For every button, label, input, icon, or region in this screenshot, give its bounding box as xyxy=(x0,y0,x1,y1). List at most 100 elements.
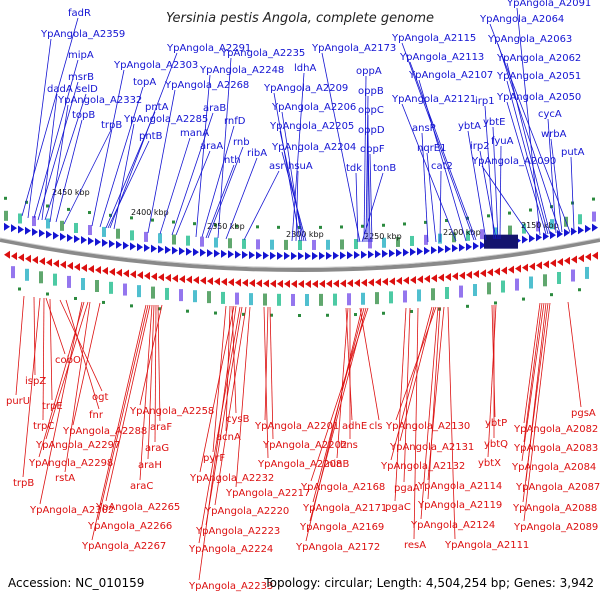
feature-block xyxy=(508,225,512,236)
reverse-cds-arrow xyxy=(466,270,472,279)
forward-cds-arrow xyxy=(214,249,220,258)
reverse-cds-arrow xyxy=(4,250,10,259)
forward-cds-arrow xyxy=(74,234,80,243)
forward-cds-arrow xyxy=(242,250,248,259)
feature-block xyxy=(361,292,365,305)
forward-cds-arrow xyxy=(18,225,24,234)
forward-leader-line xyxy=(484,105,495,240)
forward-gene-label: YpAngola_A2063 xyxy=(487,34,572,45)
reverse-cds-arrow xyxy=(396,276,402,285)
reverse-gene-label: YpAngola_A2119 xyxy=(417,500,502,511)
feature-block xyxy=(270,239,274,250)
forward-gene-label: YpAngola_A2051 xyxy=(496,71,581,82)
reverse-cds-arrow xyxy=(235,278,241,287)
feature-block xyxy=(18,213,22,224)
reverse-cds-arrow xyxy=(18,253,24,262)
feature-block xyxy=(536,221,540,232)
reverse-cds-arrow xyxy=(473,270,479,279)
reverse-cds-arrow xyxy=(494,267,500,276)
track-dot xyxy=(550,293,553,297)
forward-gene-label: oppA xyxy=(356,66,382,77)
feature-block xyxy=(249,293,253,306)
feature-block xyxy=(25,268,29,281)
reverse-leader-line xyxy=(139,304,153,481)
forward-gene-label: irp2 xyxy=(470,141,490,152)
reverse-cds-arrow xyxy=(368,278,374,287)
reverse-gene-label: YpAngola_A2288 xyxy=(62,426,147,437)
reverse-gene-label: YpAngola_A2114 xyxy=(417,481,502,492)
forward-leader-line xyxy=(113,123,135,230)
reverse-gene-label: cls xyxy=(369,421,383,432)
forward-cds-arrow xyxy=(424,246,430,255)
forward-cds-arrow xyxy=(473,242,479,251)
forward-cds-arrow xyxy=(536,233,542,242)
forward-leader-line xyxy=(281,111,303,242)
forward-cds-arrow xyxy=(172,246,178,255)
reverse-cds-arrow xyxy=(340,279,346,288)
reverse-gene-label: trpB xyxy=(13,478,34,489)
feature-block xyxy=(515,278,519,291)
reverse-cds-arrow xyxy=(144,271,150,280)
forward-cds-arrow xyxy=(291,251,297,260)
forward-gene-label: rnfD xyxy=(224,116,246,127)
reverse-leader-line xyxy=(97,304,149,521)
reverse-cds-arrow xyxy=(81,264,87,273)
forward-gene-label: oppD xyxy=(358,125,385,136)
track-dot xyxy=(466,304,469,308)
reverse-gene-label: YpAngola_A2201 xyxy=(254,421,339,432)
reverse-gene-label: YpAngola_A2258 xyxy=(129,406,214,417)
reverse-leader-line xyxy=(263,306,269,459)
feature-block xyxy=(396,236,400,247)
feature-block xyxy=(74,222,78,233)
forward-cds-arrow xyxy=(102,238,108,247)
track-dot xyxy=(235,224,238,228)
reverse-gene-label: YpAngola_A2265 xyxy=(95,502,180,513)
forward-cds-arrow xyxy=(585,224,591,233)
feature-block xyxy=(326,239,330,250)
feature-block xyxy=(501,280,505,293)
forward-gene-label: pntB xyxy=(139,131,163,142)
feature-block xyxy=(452,232,456,243)
reverse-leader-line xyxy=(336,307,349,459)
feature-block xyxy=(466,230,470,241)
reverse-gene-label: YpAngola_A2233 xyxy=(188,581,273,592)
reverse-gene-label: ogt xyxy=(92,392,108,403)
reverse-gene-label: YpAngola_A2124 xyxy=(410,520,495,531)
feature-block xyxy=(578,214,582,225)
forward-gene-label: asr xyxy=(269,161,285,172)
reverse-cds-arrow xyxy=(263,279,269,288)
forward-leader-line xyxy=(107,140,150,229)
forward-cds-arrow xyxy=(319,251,325,260)
feature-block xyxy=(39,271,43,284)
forward-gene-label: manA xyxy=(180,128,209,139)
reverse-gene-label: YpAngola_A2087 xyxy=(515,482,600,493)
reverse-leader-line xyxy=(147,304,155,460)
forward-cds-arrow xyxy=(88,237,94,246)
reverse-cds-arrow xyxy=(270,279,276,288)
reverse-cds-arrow xyxy=(529,262,535,271)
reverse-leader-line xyxy=(487,304,497,458)
reverse-cds-arrow xyxy=(347,279,353,288)
feature-block xyxy=(557,271,561,284)
forward-cds-arrow xyxy=(564,228,570,237)
track-dot xyxy=(186,309,189,313)
reverse-leader-line xyxy=(199,305,235,473)
reverse-cds-arrow xyxy=(39,257,45,266)
track-dot xyxy=(193,222,196,226)
accession-text: Accession: NC_010159 xyxy=(8,576,144,590)
reverse-cds-arrow xyxy=(508,265,514,274)
forward-gene-leaders xyxy=(21,7,575,243)
reverse-leader-line xyxy=(235,306,251,488)
reverse-cds-arrow xyxy=(277,279,283,288)
track-dot xyxy=(466,216,469,220)
forward-leader-line xyxy=(281,151,307,242)
forward-gene-label: trpB xyxy=(101,120,122,131)
reverse-gene-label: YpAngola_A2171 xyxy=(302,503,387,514)
feature-block xyxy=(242,238,246,249)
reverse-leader-line xyxy=(205,306,243,526)
forward-leader-line xyxy=(550,138,563,233)
forward-gene-label: YpAngola_A2107 xyxy=(408,70,493,81)
reverse-gene-label: pgaA xyxy=(394,483,420,494)
feature-block xyxy=(130,230,134,241)
reverse-gene-label: purU xyxy=(6,396,30,407)
